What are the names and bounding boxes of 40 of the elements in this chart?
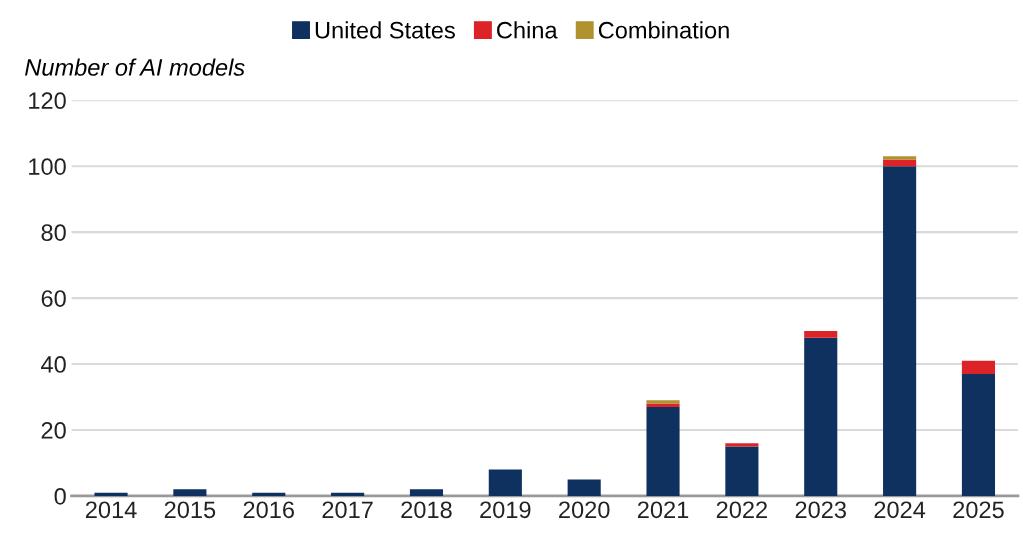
y-tick-label: 120 [29, 92, 66, 110]
bar [94, 492, 128, 496]
x-tick-label: 2015 [164, 501, 216, 519]
x-tick-label: 2022 [716, 501, 767, 519]
y-tick-label: 40 [41, 356, 66, 373]
legend-label: United States [315, 21, 455, 39]
x-tick-label: 2014 [85, 501, 137, 519]
x-tick-label: 2019 [480, 501, 531, 519]
bar [646, 406, 680, 496]
x-tick-label: 2017 [322, 501, 373, 519]
bar [331, 492, 365, 496]
bar [961, 360, 996, 374]
bar [883, 156, 917, 160]
y-tick-label: 60 [41, 290, 66, 307]
bar [725, 446, 759, 496]
y-tick-label: 80 [41, 224, 66, 241]
bar [567, 479, 601, 496]
y-tick-label: 100 [29, 158, 66, 175]
x-tick-label: 2021 [637, 501, 689, 519]
y-tick-label: 0 [54, 488, 66, 505]
bar [252, 492, 286, 496]
bar [961, 373, 996, 496]
bar [804, 337, 838, 496]
bar [804, 331, 838, 338]
y-axis-title: Number of AI models [25, 58, 245, 76]
x-tick-label: 2020 [559, 501, 610, 519]
x-tick-label: 2016 [243, 501, 294, 519]
x-tick-label: 2023 [795, 501, 846, 519]
bar [883, 159, 917, 167]
legend-label: China [497, 21, 558, 39]
y-tick-label: 20 [41, 422, 66, 439]
bar [173, 489, 207, 496]
bar [725, 443, 759, 447]
bar [883, 166, 917, 496]
bar [409, 489, 444, 496]
x-tick-label: 2018 [401, 501, 452, 519]
x-tick-label: 2025 [953, 501, 1004, 519]
bar [488, 469, 522, 496]
legend-label: Combination [598, 21, 729, 39]
x-tick-label: 2024 [874, 501, 926, 519]
